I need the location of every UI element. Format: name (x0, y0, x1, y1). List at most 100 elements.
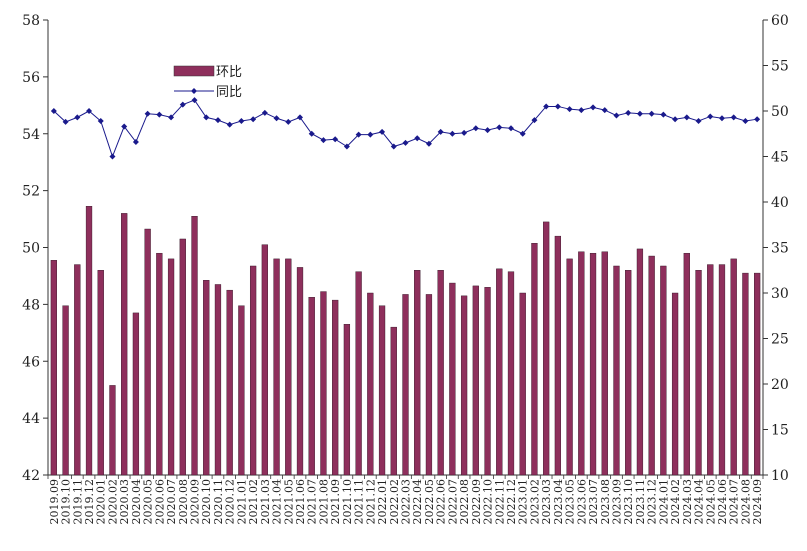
right-tick-label: 60 (771, 13, 789, 29)
bar (214, 284, 222, 476)
bar (167, 258, 175, 476)
x-tick-label: 2023.08 (599, 479, 612, 525)
bar (121, 213, 128, 476)
x-tick-label: 2023.01 (517, 479, 530, 525)
bar (566, 258, 573, 476)
line-point (660, 111, 667, 118)
x-tick-label: 2022.07 (446, 479, 459, 525)
bar (601, 251, 608, 476)
line-point (390, 143, 397, 150)
x-tick-label: 2023.07 (587, 479, 600, 525)
bar (179, 238, 186, 476)
right-tick-label: 30 (771, 286, 789, 302)
right-tick-label: 50 (771, 104, 789, 120)
x-tick-label: 2021.08 (317, 479, 330, 525)
bar (97, 270, 104, 476)
legend: 环比 同比 (173, 65, 242, 100)
bar (648, 255, 655, 476)
bar (543, 221, 550, 476)
bar (754, 272, 761, 476)
right-y-axis: 10 15 20 25 30 35 40 45 50 55 60 (763, 13, 789, 484)
bar (671, 292, 679, 476)
x-tick-label: 2019.10 (60, 479, 73, 525)
right-tick-label: 45 (771, 150, 789, 166)
line-point (754, 116, 761, 123)
line-point (636, 110, 643, 117)
x-tick-label: 2021.04 (271, 479, 284, 525)
legend-label-bar: 环比 (216, 65, 242, 80)
bar (484, 287, 491, 476)
line-point (543, 103, 550, 110)
line-point (507, 125, 514, 132)
legend-label-line: 同比 (216, 85, 242, 100)
bar (332, 299, 339, 476)
x-tick-label: 2023.03 (540, 479, 553, 525)
bar (378, 305, 386, 476)
line-point (179, 101, 186, 108)
x-tick-label: 2021.09 (329, 479, 342, 525)
line-point (62, 118, 69, 125)
bar (109, 385, 116, 476)
bar (636, 248, 644, 476)
bar (437, 270, 444, 476)
legend-swatch-bar (173, 65, 215, 77)
line-point (449, 130, 456, 137)
right-tick-label: 55 (771, 59, 789, 75)
bar (449, 282, 456, 476)
right-tick-label: 10 (771, 468, 789, 484)
line-point (695, 118, 702, 125)
x-tick-label: 2021.01 (235, 479, 248, 525)
x-tick-label: 2020.06 (153, 479, 166, 525)
line-point (156, 111, 163, 118)
line-point (261, 109, 268, 116)
right-tick-label: 20 (771, 377, 789, 393)
left-tick-label: 46 (22, 354, 40, 370)
line-point (601, 107, 608, 114)
line-point (613, 112, 620, 119)
line-point (320, 137, 327, 144)
line-point (414, 135, 421, 142)
bar (343, 324, 351, 476)
line-point (531, 117, 538, 124)
bar (507, 271, 515, 476)
bar (132, 312, 140, 476)
bar (425, 294, 433, 476)
x-tick-label: 2020.03 (118, 479, 131, 525)
bar (660, 265, 667, 476)
x-tick-label: 2022.04 (411, 479, 424, 525)
bar (613, 265, 620, 476)
bar (414, 270, 421, 476)
x-tick-label: 2021.05 (282, 479, 295, 525)
x-tick-label: 2019.12 (83, 479, 96, 525)
line-point (226, 121, 233, 128)
bar (707, 264, 714, 476)
line-point (672, 116, 679, 123)
line-point (648, 110, 655, 117)
left-tick-label: 48 (22, 297, 40, 313)
line-point (308, 130, 315, 137)
x-tick-label: 2023.05 (564, 479, 577, 525)
line-point (273, 115, 280, 122)
x-tick-label: 2022.03 (400, 479, 413, 525)
x-axis-labels: 2019.092019.102019.112019.122020.012020.… (47, 475, 764, 525)
x-tick-label: 2023.06 (575, 479, 588, 525)
x-tick-label: 2024.05 (704, 479, 717, 525)
x-tick-label: 2022.08 (458, 479, 471, 525)
line-point (367, 131, 374, 138)
bar (695, 270, 702, 476)
left-tick-label: 44 (22, 411, 40, 427)
x-tick-label: 2022.05 (423, 479, 436, 525)
x-tick-label: 2019.11 (71, 479, 84, 525)
x-tick-label: 2020.08 (177, 479, 190, 525)
x-tick-label: 2020.02 (106, 479, 119, 525)
line-point (683, 114, 690, 121)
bar (320, 291, 327, 476)
x-tick-label: 2021.12 (364, 479, 377, 525)
bar (625, 270, 632, 476)
line-point (554, 103, 561, 110)
right-tick-label: 40 (771, 195, 789, 211)
bar (261, 244, 268, 476)
right-tick-label: 15 (771, 423, 789, 439)
line-point (625, 109, 632, 116)
x-tick-label: 2022.01 (376, 479, 389, 525)
